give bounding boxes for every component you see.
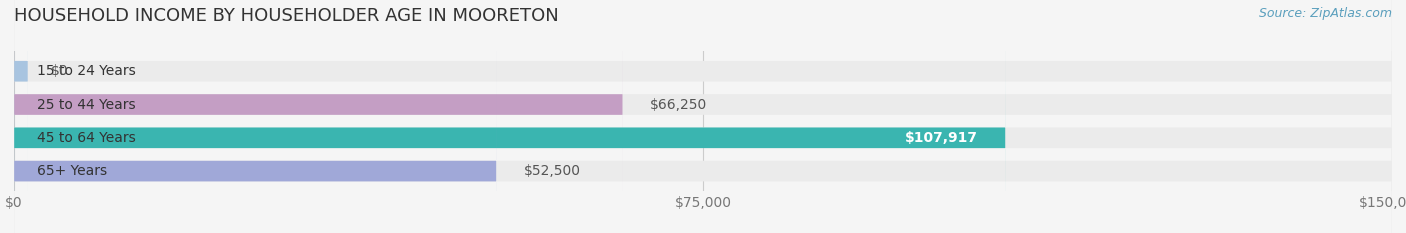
FancyBboxPatch shape bbox=[14, 0, 1392, 233]
Text: 45 to 64 Years: 45 to 64 Years bbox=[37, 131, 136, 145]
Text: $0: $0 bbox=[51, 64, 69, 78]
Text: 15 to 24 Years: 15 to 24 Years bbox=[37, 64, 136, 78]
Text: $52,500: $52,500 bbox=[524, 164, 581, 178]
FancyBboxPatch shape bbox=[14, 0, 1392, 233]
FancyBboxPatch shape bbox=[14, 0, 623, 233]
Text: 25 to 44 Years: 25 to 44 Years bbox=[37, 98, 135, 112]
Text: 65+ Years: 65+ Years bbox=[37, 164, 107, 178]
FancyBboxPatch shape bbox=[14, 0, 496, 233]
FancyBboxPatch shape bbox=[14, 0, 28, 233]
FancyBboxPatch shape bbox=[14, 0, 1392, 233]
FancyBboxPatch shape bbox=[14, 0, 1392, 233]
FancyBboxPatch shape bbox=[14, 0, 1005, 233]
Text: HOUSEHOLD INCOME BY HOUSEHOLDER AGE IN MOORETON: HOUSEHOLD INCOME BY HOUSEHOLDER AGE IN M… bbox=[14, 7, 558, 25]
Text: $107,917: $107,917 bbox=[905, 131, 977, 145]
Text: $66,250: $66,250 bbox=[650, 98, 707, 112]
Text: Source: ZipAtlas.com: Source: ZipAtlas.com bbox=[1258, 7, 1392, 20]
